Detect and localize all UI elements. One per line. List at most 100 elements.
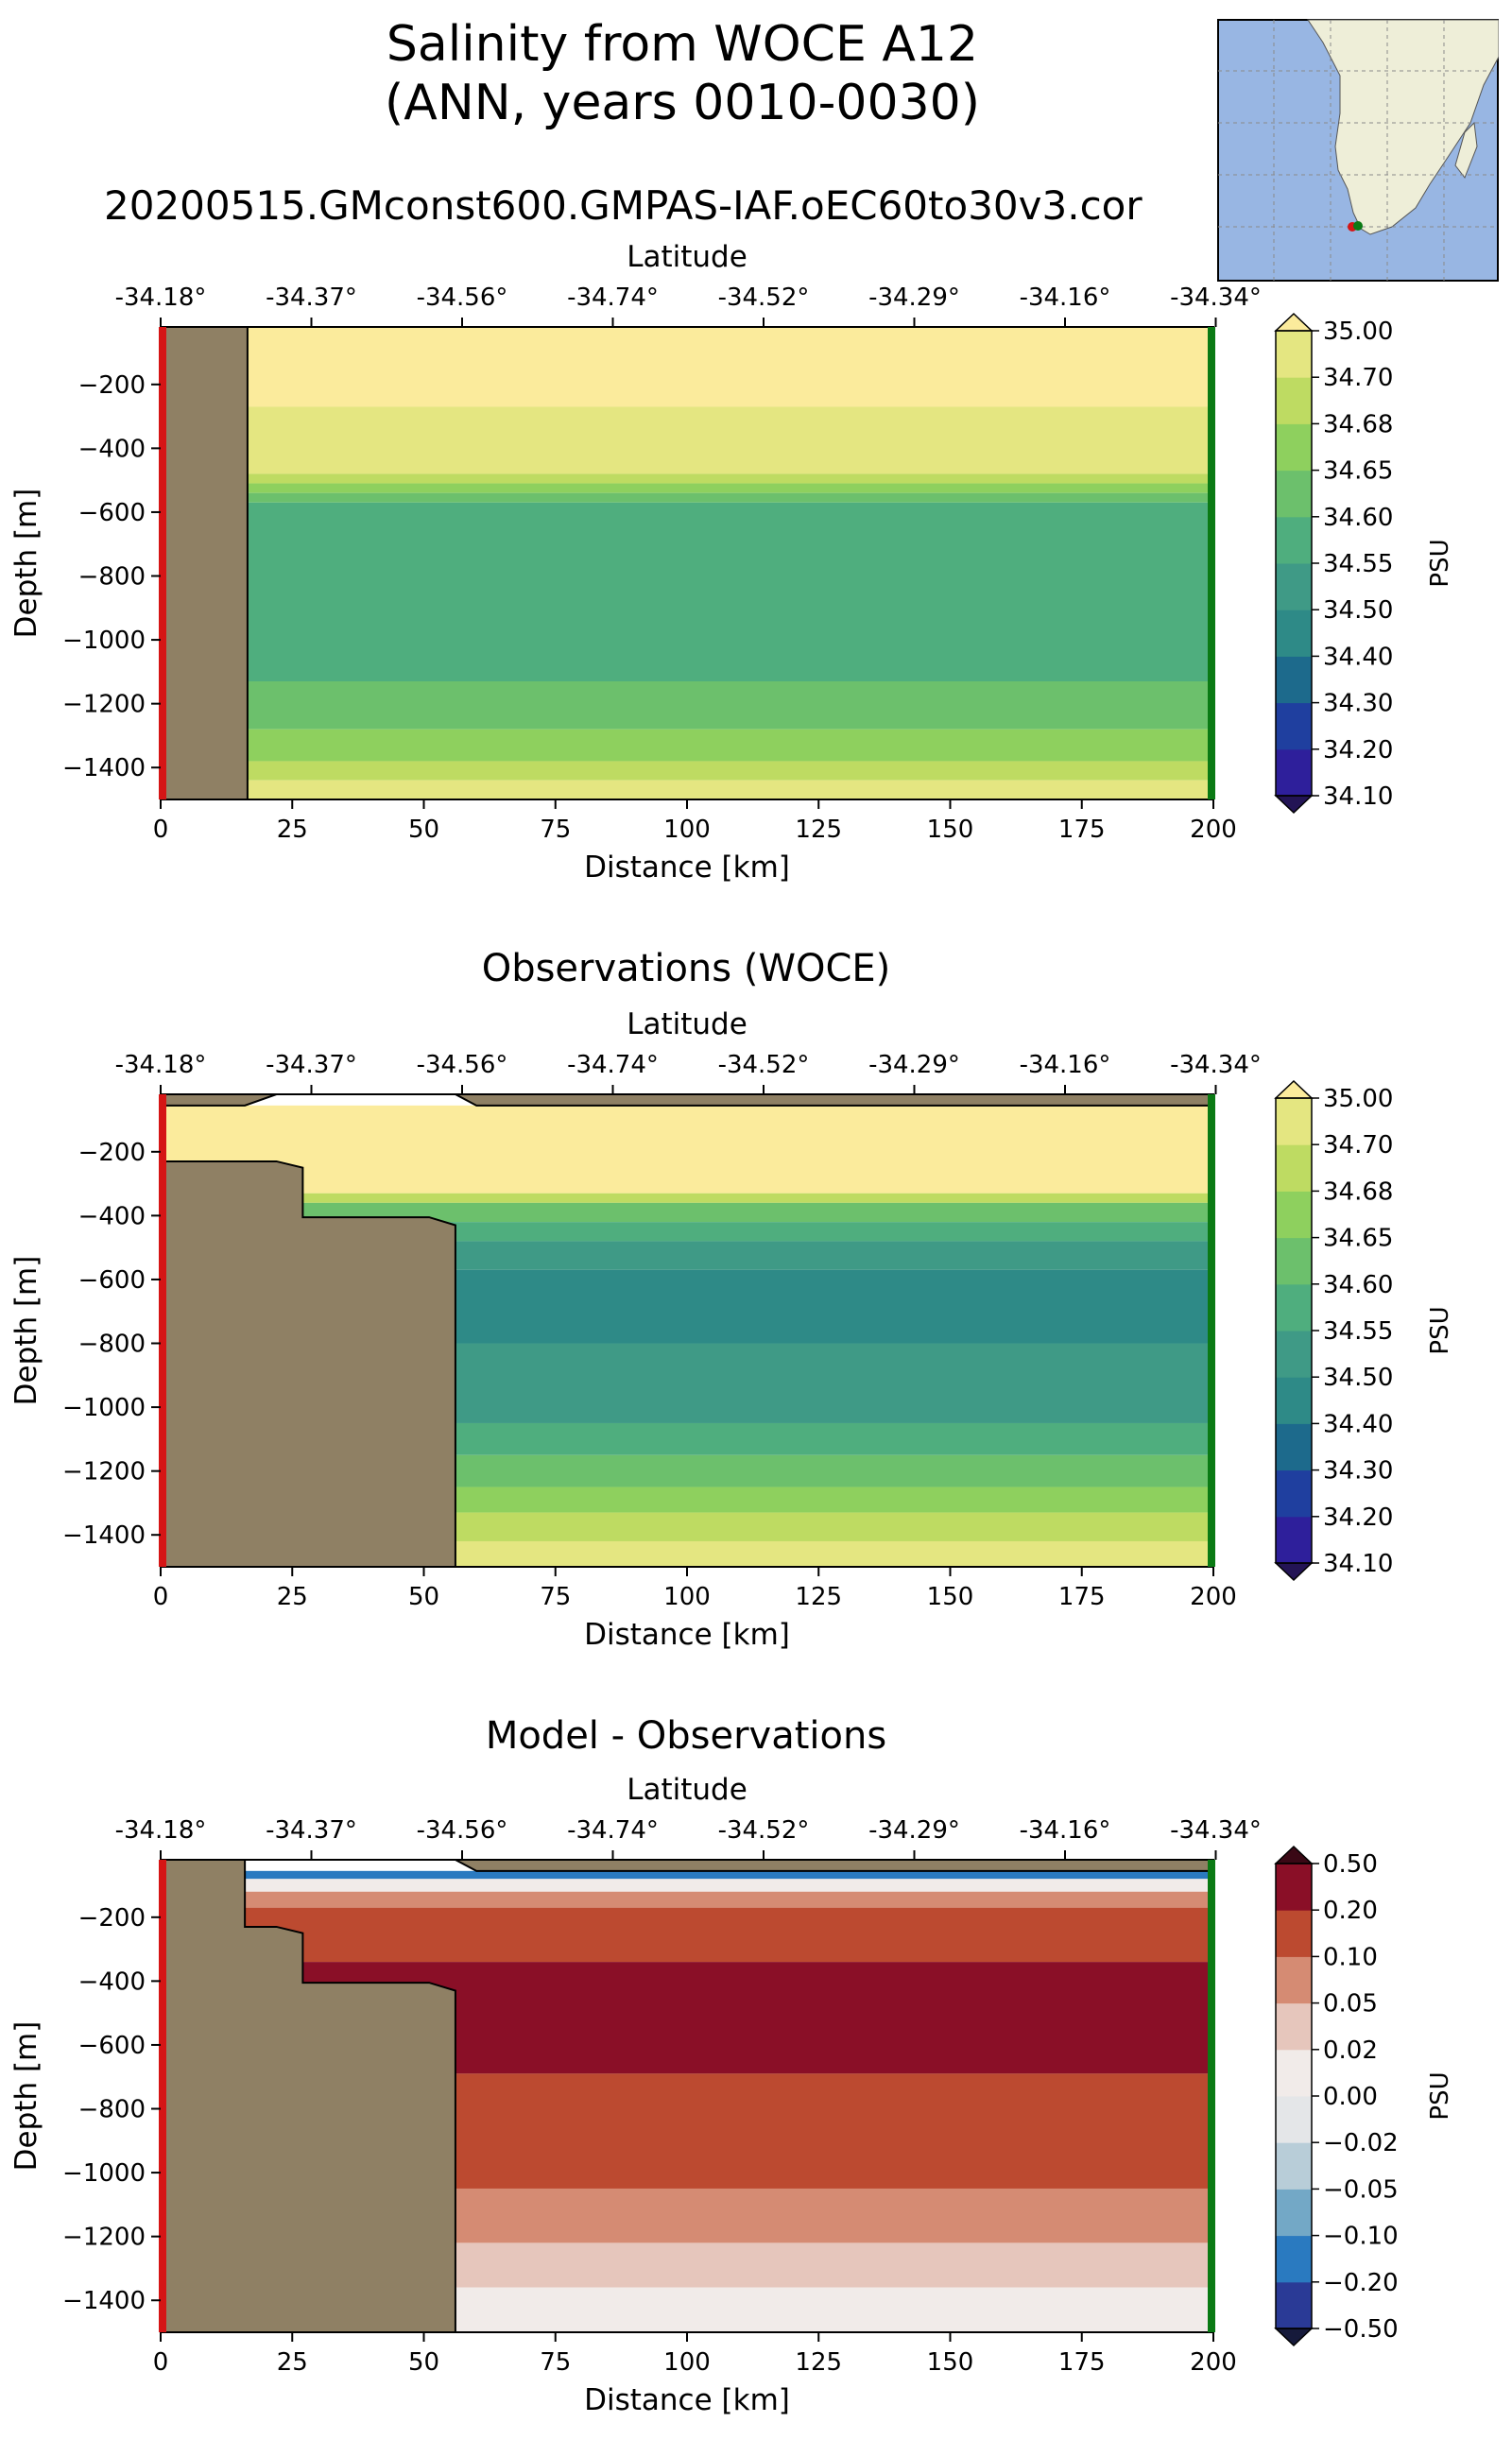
top-axis-label: Latitude bbox=[627, 1773, 747, 1807]
y-tick-label: −800 bbox=[78, 2096, 146, 2124]
colorbar-segment bbox=[1276, 702, 1312, 750]
colorbar-segment bbox=[1276, 1864, 1312, 1911]
x-tick-label: 125 bbox=[795, 2348, 842, 2377]
y-tick-label: −600 bbox=[78, 1266, 146, 1295]
colorbar-tick-label: 34.50 bbox=[1323, 596, 1393, 625]
colorbar-tick-label: 34.10 bbox=[1323, 1550, 1393, 1578]
contour-band bbox=[161, 1870, 1213, 1880]
lat-tick-label: -34.29° bbox=[868, 1051, 960, 1079]
contour-band bbox=[161, 780, 1213, 799]
lat-tick-label: -34.16° bbox=[1020, 1051, 1111, 1079]
colorbar-segment bbox=[1276, 1910, 1312, 1957]
x-tick-label: 25 bbox=[277, 816, 308, 844]
colorbar-tick-label: 34.70 bbox=[1323, 364, 1393, 392]
x-tick-label: 50 bbox=[408, 816, 439, 844]
x-axis-label: Distance [km] bbox=[584, 2383, 790, 2417]
x-axis-label: Distance [km] bbox=[584, 1618, 790, 1652]
colorbar-segment bbox=[1276, 470, 1312, 518]
colorbar-tick-label: 0.20 bbox=[1323, 1897, 1378, 1925]
x-tick-label: 200 bbox=[1190, 816, 1237, 844]
colorbar-segment bbox=[1276, 1469, 1312, 1518]
contour-band bbox=[161, 473, 1213, 484]
colorbar-tick-label: −0.10 bbox=[1323, 2223, 1399, 2251]
colorbar-segment bbox=[1276, 1516, 1312, 1564]
lat-tick-label: -34.56° bbox=[417, 1051, 508, 1079]
surface-land bbox=[245, 1860, 1213, 1872]
colorbar-label: PSU bbox=[1426, 1306, 1454, 1354]
lat-tick-label: -34.18° bbox=[115, 1051, 207, 1079]
colorbar-segment bbox=[1276, 2281, 1312, 2329]
lat-tick-label: -34.16° bbox=[1020, 1816, 1111, 1845]
contour-band bbox=[161, 1907, 1213, 1963]
y-tick-label: −1000 bbox=[62, 1394, 146, 1422]
colorbar-tick-label: 34.55 bbox=[1323, 1317, 1393, 1346]
africa-inset-map bbox=[1217, 19, 1499, 282]
colorbar-tick-label: 34.65 bbox=[1323, 457, 1393, 486]
lat-tick-label: -34.16° bbox=[1020, 284, 1111, 312]
colorbar-tick-label: 34.65 bbox=[1323, 1225, 1393, 1253]
lat-tick-label: -34.37° bbox=[266, 1816, 357, 1845]
contour-band bbox=[161, 729, 1213, 762]
colorbar-segment bbox=[1276, 2002, 1312, 2051]
colorbar-tick-label: 34.50 bbox=[1323, 1364, 1393, 1392]
y-tick-label: −1400 bbox=[62, 2287, 146, 2315]
x-tick-label: 100 bbox=[663, 1583, 711, 1611]
x-tick-label: 25 bbox=[277, 1583, 308, 1611]
colorbar-tick-label: 35.00 bbox=[1323, 1085, 1393, 1113]
colorbar-tick-label: 34.60 bbox=[1323, 1271, 1393, 1299]
panels: 0 25 50 75 100 125 150 175 200 Distance [km] -34.1… bbox=[9, 240, 1454, 2417]
figure-title-line2: (ANN, years 0010-0030) bbox=[385, 75, 980, 131]
lat-tick-label: -34.56° bbox=[417, 284, 508, 312]
contour-band bbox=[161, 502, 1213, 681]
contour-band bbox=[161, 483, 1213, 493]
colorbar-segment bbox=[1276, 1956, 1312, 2004]
x-tick-label: 50 bbox=[408, 1583, 439, 1611]
colorbar-segment bbox=[1276, 1237, 1312, 1285]
top-axis-label: Latitude bbox=[627, 240, 747, 274]
inset-end-marker bbox=[1353, 221, 1363, 231]
colorbar-tick-label: 34.30 bbox=[1323, 1457, 1393, 1486]
colorbar-tick-label: 34.68 bbox=[1323, 1177, 1393, 1206]
x-tick-label: 0 bbox=[153, 2348, 169, 2377]
x-tick-label: 125 bbox=[795, 816, 842, 844]
panel-observations: Observations (WOCE) 0 25 50 75 100 125 150 175 20… bbox=[9, 947, 1454, 1652]
x-tick-label: 75 bbox=[540, 1583, 571, 1611]
colorbar-tick-label: 34.70 bbox=[1323, 1131, 1393, 1160]
colorbar-tick-label: 0.02 bbox=[1323, 2036, 1378, 2065]
lat-tick-label: -34.52° bbox=[718, 1816, 810, 1845]
x-tick-label: 75 bbox=[540, 2348, 571, 2377]
colorbar-segment bbox=[1276, 1423, 1312, 1471]
colorbar-segment bbox=[1276, 2189, 1312, 2237]
y-tick-label: −400 bbox=[78, 435, 146, 463]
colorbar-tick-label: 35.00 bbox=[1323, 318, 1393, 346]
colorbar-tick-label: 34.40 bbox=[1323, 643, 1393, 671]
colorbar-extend-low bbox=[1274, 2328, 1314, 2347]
panel-title: Model - Observations bbox=[486, 1714, 886, 1758]
colorbar-tick-label: 34.20 bbox=[1323, 1503, 1393, 1532]
x-tick-label: 150 bbox=[927, 1583, 974, 1611]
colorbar-segment bbox=[1276, 1377, 1312, 1424]
inset-africa bbox=[1307, 19, 1499, 235]
colorbar-tick-label: −0.05 bbox=[1323, 2175, 1399, 2204]
colorbar-segment bbox=[1276, 377, 1312, 424]
colorbar-label: PSU bbox=[1426, 539, 1454, 587]
bathymetry-land bbox=[161, 1094, 456, 1567]
contour-band bbox=[161, 492, 1213, 503]
lat-tick-label: -34.29° bbox=[868, 1816, 960, 1845]
lat-tick-label: -34.34° bbox=[1170, 284, 1262, 312]
colorbar-segment bbox=[1276, 2049, 1312, 2097]
colorbar-tick-label: 34.10 bbox=[1323, 782, 1393, 811]
y-tick-label: −1200 bbox=[62, 2224, 146, 2252]
y-tick-label: −600 bbox=[78, 2032, 146, 2060]
colorbar-tick-label: 0.05 bbox=[1323, 1990, 1378, 2019]
lat-tick-label: -34.18° bbox=[115, 284, 207, 312]
colorbar-extend-high bbox=[1274, 1845, 1314, 1864]
colorbar-extend-low bbox=[1274, 1562, 1314, 1582]
x-tick-label: 25 bbox=[277, 2348, 308, 2377]
bathymetry-land bbox=[161, 327, 249, 799]
lat-tick-label: -34.52° bbox=[718, 1051, 810, 1079]
colorbar-segment bbox=[1276, 331, 1312, 378]
colorbar-segment bbox=[1276, 2142, 1312, 2190]
contour-band bbox=[161, 1891, 1213, 1908]
contour-field bbox=[161, 327, 1213, 799]
